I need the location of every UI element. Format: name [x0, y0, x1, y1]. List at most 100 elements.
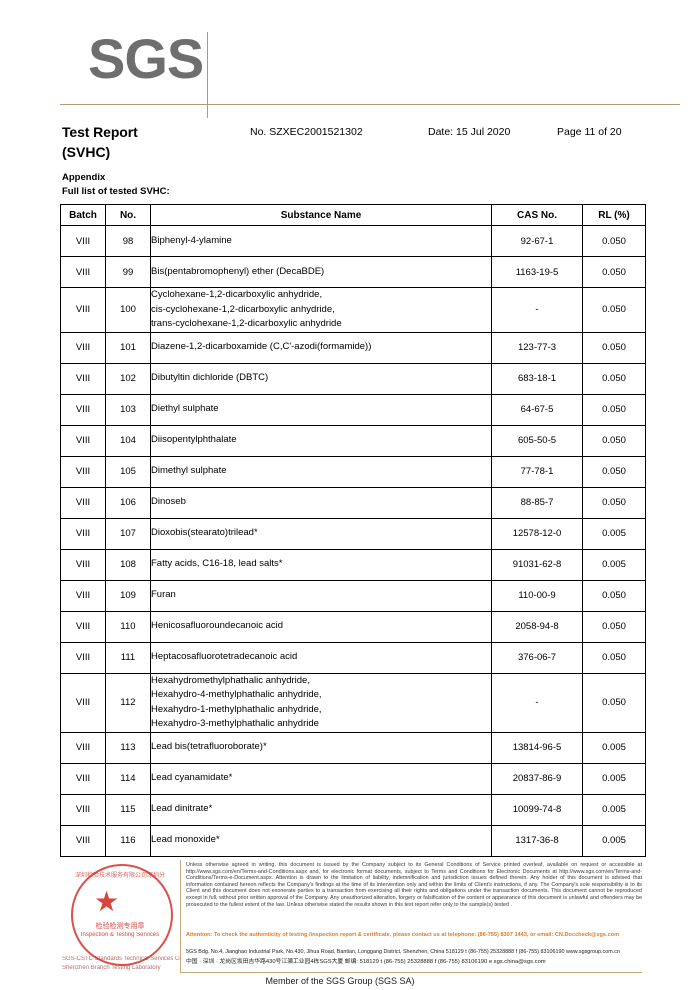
cell-substance-name: Lead cyanamidate* [150, 762, 492, 795]
cell-no: 115 [105, 793, 151, 826]
table-body: VIII 98 Biphenyl-4-ylamine 92-67-1 0.050 VIII… [60, 225, 646, 857]
cell-substance-name: Fatty acids, C16-18, lead salts* [150, 548, 492, 581]
table-row: VIII 106 Dinoseb 88-85-7 0.050 [60, 486, 646, 519]
sgs-logo: SGS [60, 30, 680, 118]
table-row: VIII 115 Lead dinitrate* 10099-74-8 0.005 [60, 793, 646, 826]
cell-batch: VIII [60, 486, 106, 519]
cell-no: 98 [105, 225, 151, 257]
cell-cas-no: 91031-62-8 [491, 548, 583, 581]
cell-substance-name: Biphenyl-4-ylamine [150, 225, 492, 257]
cell-rl: 0.050 [582, 610, 646, 643]
cell-rl: 0.050 [582, 486, 646, 519]
cell-batch: VIII [60, 393, 106, 426]
table-row: VIII 101 Diazene-1,2-dicarboxamide (C,C'-a… [60, 331, 646, 364]
substance-line: Diethyl sulphate [151, 403, 219, 415]
cell-no: 111 [105, 641, 151, 674]
cell-substance-name: Cyclohexane-1,2-dicarboxylic anhydride, c… [150, 287, 492, 333]
cell-substance-name: Diethyl sulphate [150, 393, 492, 426]
cell-rl: 0.005 [582, 793, 646, 826]
cell-no: 100 [105, 287, 151, 333]
table-row: VIII 99 Bis(pentabromophenyl) ether (DecaB… [60, 256, 646, 288]
substance-line: Bis(pentabromophenyl) ether (DecaBDE) [151, 265, 325, 277]
substance-line: Heptacosafluorotetradecanoic acid [151, 651, 298, 663]
cell-batch: VIII [60, 548, 106, 581]
cell-batch: VIII [60, 362, 106, 395]
cell-rl: 0.050 [582, 672, 646, 733]
substance-line: Biphenyl-4-ylamine [151, 234, 232, 246]
report-header: Test Report No. SZXEC2001521302 Date: 15… [62, 124, 642, 160]
table-row: VIII 111 Heptacosafluorotetradecanoic acid… [60, 641, 646, 674]
table-row: VIII 102 Dibutyltin dichloride (DBTC) 683-1… [60, 362, 646, 395]
substance-line: Hexahydro-4-methylphathalic anhydride, [151, 689, 322, 700]
cell-no: 105 [105, 455, 151, 488]
inspection-stamp: 深圳检验技术服务有限公司深圳分 检验检测专用章 Inspection & Tes… [62, 860, 180, 978]
cell-batch: VIII [60, 287, 106, 333]
cell-cas-no: 12578-12-0 [491, 517, 583, 550]
cell-substance-name: Henicosafluoroundecanoic acid [150, 610, 492, 643]
report-number: No. SZXEC2001521302 [250, 126, 363, 138]
table-row: VIII 100 Cyclohexane-1,2-dicarboxylic anhy… [60, 287, 646, 333]
cell-rl: 0.050 [582, 287, 646, 333]
appendix-label: Appendix [62, 172, 106, 183]
cell-cas-no: - [491, 672, 583, 733]
cell-no: 110 [105, 610, 151, 643]
substance-line: Lead cyanamidate* [151, 772, 233, 784]
cell-cas-no: 64-67-5 [491, 393, 583, 426]
substance-line: Diazene-1,2-dicarboxamide (C,C'-azodi(fo… [151, 341, 372, 353]
full-list-label: Full list of tested SVHC: [62, 186, 170, 197]
substance-line: Lead dinitrate* [151, 803, 213, 815]
cell-substance-name: Dioxobis(stearato)trilead* [150, 517, 492, 550]
cell-batch: VIII [60, 455, 106, 488]
table-row: VIII 114 Lead cyanamidate* 20837-86-9 0.005 [60, 762, 646, 795]
stamp-company-line2: Shenzhen Branch Testing Laboratory [62, 965, 161, 971]
substance-line: trans-cyclohexane-1,2-dicarboxylic anhyd… [151, 318, 342, 329]
table-row: VIII 103 Diethyl sulphate 64-67-5 0.050 [60, 393, 646, 426]
cell-cas-no: 605-50-5 [491, 424, 583, 457]
substance-line: Dibutyltin dichloride (DBTC) [151, 372, 269, 384]
table-row: VIII 110 Henicosafluoroundecanoic acid 2058… [60, 610, 646, 643]
legal-disclaimer: Unless otherwise agreed in writing, this… [186, 862, 642, 908]
table-row: VIII 113 Lead bis(tetrafluoroborate)* 13814… [60, 731, 646, 764]
cell-no: 107 [105, 517, 151, 550]
cell-no: 116 [105, 824, 151, 857]
cell-cas-no: 10099-74-8 [491, 793, 583, 826]
cell-substance-name: Dibutyltin dichloride (DBTC) [150, 362, 492, 395]
table-header-row: Batch No. Substance Name CAS No. RL (%) [60, 204, 646, 226]
cell-no: 106 [105, 486, 151, 519]
table-row: VIII 105 Dimethyl sulphate 77-78-1 0.050 [60, 455, 646, 488]
substance-line: cis-cyclohexane-1,2-dicarboxylic anhydri… [151, 303, 335, 315]
table-row: VIII 104 Diisopentylphthalate 605-50-5 0.050 [60, 424, 646, 457]
cell-substance-name: Bis(pentabromophenyl) ether (DecaBDE) [150, 256, 492, 288]
substance-line: Hexahydromethylphathalic anhydride, [151, 674, 310, 686]
cell-rl: 0.050 [582, 455, 646, 488]
cell-rl: 0.050 [582, 641, 646, 674]
cell-cas-no: 2058-94-8 [491, 610, 583, 643]
table-row: VIII 112 Hexahydromethylphathalic anhydrid… [60, 672, 646, 733]
svhc-table: Batch No. Substance Name CAS No. RL (%) … [60, 204, 646, 857]
cell-rl: 0.005 [582, 762, 646, 795]
cell-no: 108 [105, 548, 151, 581]
cell-rl: 0.050 [582, 362, 646, 395]
cell-cas-no: 683-18-1 [491, 362, 583, 395]
cell-cas-no: 1317-36-8 [491, 824, 583, 857]
page-footer: 深圳检验技术服务有限公司深圳分 检验检测专用章 Inspection & Tes… [0, 860, 700, 990]
cell-no: 102 [105, 362, 151, 395]
footer-vertical-rule [180, 860, 181, 972]
stamp-cn-label: 检验检测专用章 [95, 923, 145, 930]
stamp-arc-text: 深圳检验技术服务有限公司深圳分 [74, 873, 165, 879]
cell-rl: 0.005 [582, 731, 646, 764]
cell-rl: 0.050 [582, 331, 646, 364]
cell-batch: VIII [60, 672, 106, 733]
substance-line: Dinoseb [151, 496, 186, 508]
cell-batch: VIII [60, 641, 106, 674]
column-header-rl: RL (%) [582, 204, 646, 226]
page-title: Test Report [62, 124, 138, 140]
substance-line: Lead monoxide* [151, 834, 220, 846]
address-chinese: 中国 · 深圳 · 龙岗区坂田吉华路430号江灝工业园4栋SGS大厦 邮编: 5… [186, 959, 546, 965]
cell-substance-name: Lead bis(tetrafluoroborate)* [150, 731, 492, 764]
cell-rl: 0.050 [582, 424, 646, 457]
cell-substance-name: Diisopentylphthalate [150, 424, 492, 457]
cell-substance-name: Heptacosafluorotetradecanoic acid [150, 641, 492, 674]
cell-rl: 0.050 [582, 579, 646, 612]
substance-line: Diisopentylphthalate [151, 434, 237, 446]
